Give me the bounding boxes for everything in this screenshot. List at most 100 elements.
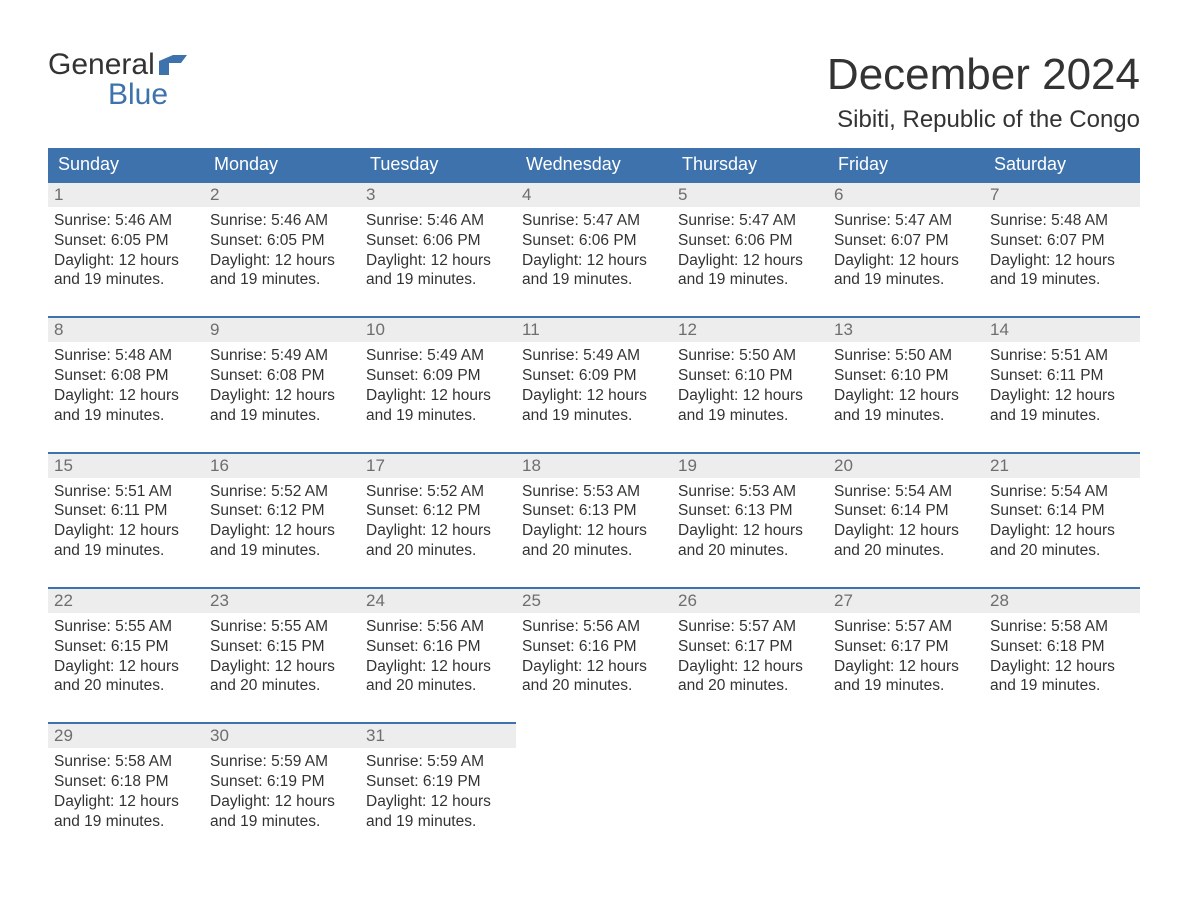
day-details: Sunrise: 5:50 AMSunset: 6:10 PMDaylight:… [828, 342, 984, 451]
weekday-header: Friday [828, 148, 984, 182]
day-number: 17 [360, 454, 516, 478]
day-number: 26 [672, 589, 828, 613]
day-number: 29 [48, 724, 204, 748]
title-block: December 2024 Sibiti, Republic of the Co… [827, 50, 1140, 134]
weekday-header: Monday [204, 148, 360, 182]
weekday-header: Tuesday [360, 148, 516, 182]
day-number: 22 [48, 589, 204, 613]
day-details: Sunrise: 5:56 AMSunset: 6:16 PMDaylight:… [516, 613, 672, 722]
day-details: Sunrise: 5:58 AMSunset: 6:18 PMDaylight:… [48, 748, 204, 857]
day-details: Sunrise: 5:47 AMSunset: 6:06 PMDaylight:… [672, 207, 828, 316]
day-number: 2 [204, 183, 360, 207]
page-subtitle: Sibiti, Republic of the Congo [827, 106, 1140, 134]
calendar-day-cell: 23Sunrise: 5:55 AMSunset: 6:15 PMDayligh… [204, 588, 360, 723]
day-number: 15 [48, 454, 204, 478]
day-number: 18 [516, 454, 672, 478]
day-number: 7 [984, 183, 1140, 207]
day-details: Sunrise: 5:59 AMSunset: 6:19 PMDaylight:… [360, 748, 516, 857]
calendar-day-cell: 6Sunrise: 5:47 AMSunset: 6:07 PMDaylight… [828, 182, 984, 317]
weekday-header: Saturday [984, 148, 1140, 182]
day-number: 19 [672, 454, 828, 478]
calendar-week-row: 8Sunrise: 5:48 AMSunset: 6:08 PMDaylight… [48, 317, 1140, 452]
calendar-week-row: 1Sunrise: 5:46 AMSunset: 6:05 PMDaylight… [48, 182, 1140, 317]
calendar-day-cell: 5Sunrise: 5:47 AMSunset: 6:06 PMDaylight… [672, 182, 828, 317]
day-details: Sunrise: 5:51 AMSunset: 6:11 PMDaylight:… [48, 478, 204, 587]
calendar-day-cell: 12Sunrise: 5:50 AMSunset: 6:10 PMDayligh… [672, 317, 828, 452]
day-details: Sunrise: 5:48 AMSunset: 6:07 PMDaylight:… [984, 207, 1140, 316]
calendar-day-cell: 9Sunrise: 5:49 AMSunset: 6:08 PMDaylight… [204, 317, 360, 452]
calendar-day-cell: 1Sunrise: 5:46 AMSunset: 6:05 PMDaylight… [48, 182, 204, 317]
calendar-day-cell: 10Sunrise: 5:49 AMSunset: 6:09 PMDayligh… [360, 317, 516, 452]
calendar-week-row: 15Sunrise: 5:51 AMSunset: 6:11 PMDayligh… [48, 453, 1140, 588]
day-number: 6 [828, 183, 984, 207]
day-details: Sunrise: 5:58 AMSunset: 6:18 PMDaylight:… [984, 613, 1140, 722]
day-number: 13 [828, 318, 984, 342]
day-number: 24 [360, 589, 516, 613]
calendar-day-cell: 20Sunrise: 5:54 AMSunset: 6:14 PMDayligh… [828, 453, 984, 588]
calendar-week-row: 22Sunrise: 5:55 AMSunset: 6:15 PMDayligh… [48, 588, 1140, 723]
calendar-day-cell: 4Sunrise: 5:47 AMSunset: 6:06 PMDaylight… [516, 182, 672, 317]
day-number: 12 [672, 318, 828, 342]
calendar-day-cell: 28Sunrise: 5:58 AMSunset: 6:18 PMDayligh… [984, 588, 1140, 723]
logo: General Blue [48, 50, 187, 110]
day-details: Sunrise: 5:47 AMSunset: 6:06 PMDaylight:… [516, 207, 672, 316]
calendar-day-cell: 13Sunrise: 5:50 AMSunset: 6:10 PMDayligh… [828, 317, 984, 452]
day-number: 28 [984, 589, 1140, 613]
logo-flag-icon [159, 55, 187, 75]
calendar-day-cell: 8Sunrise: 5:48 AMSunset: 6:08 PMDaylight… [48, 317, 204, 452]
day-details: Sunrise: 5:46 AMSunset: 6:05 PMDaylight:… [48, 207, 204, 316]
day-details: Sunrise: 5:49 AMSunset: 6:08 PMDaylight:… [204, 342, 360, 451]
day-number: 27 [828, 589, 984, 613]
day-details: Sunrise: 5:53 AMSunset: 6:13 PMDaylight:… [516, 478, 672, 587]
day-details: Sunrise: 5:54 AMSunset: 6:14 PMDaylight:… [984, 478, 1140, 587]
day-number: 21 [984, 454, 1140, 478]
calendar-day-cell: 15Sunrise: 5:51 AMSunset: 6:11 PMDayligh… [48, 453, 204, 588]
day-number: 4 [516, 183, 672, 207]
day-number: 25 [516, 589, 672, 613]
day-number: 31 [360, 724, 516, 748]
calendar-day-cell: 14Sunrise: 5:51 AMSunset: 6:11 PMDayligh… [984, 317, 1140, 452]
day-number: 30 [204, 724, 360, 748]
day-details: Sunrise: 5:57 AMSunset: 6:17 PMDaylight:… [828, 613, 984, 722]
day-details: Sunrise: 5:55 AMSunset: 6:15 PMDaylight:… [204, 613, 360, 722]
calendar-day-cell [984, 723, 1140, 857]
day-number: 1 [48, 183, 204, 207]
page-title: December 2024 [827, 50, 1140, 100]
day-number: 8 [48, 318, 204, 342]
calendar-day-cell: 19Sunrise: 5:53 AMSunset: 6:13 PMDayligh… [672, 453, 828, 588]
day-details: Sunrise: 5:59 AMSunset: 6:19 PMDaylight:… [204, 748, 360, 857]
day-details: Sunrise: 5:52 AMSunset: 6:12 PMDaylight:… [204, 478, 360, 587]
day-details: Sunrise: 5:49 AMSunset: 6:09 PMDaylight:… [360, 342, 516, 451]
weekday-header: Sunday [48, 148, 204, 182]
day-number: 14 [984, 318, 1140, 342]
day-number: 11 [516, 318, 672, 342]
day-details: Sunrise: 5:50 AMSunset: 6:10 PMDaylight:… [672, 342, 828, 451]
day-number: 20 [828, 454, 984, 478]
day-details: Sunrise: 5:49 AMSunset: 6:09 PMDaylight:… [516, 342, 672, 451]
calendar-day-cell: 21Sunrise: 5:54 AMSunset: 6:14 PMDayligh… [984, 453, 1140, 588]
calendar-day-cell: 30Sunrise: 5:59 AMSunset: 6:19 PMDayligh… [204, 723, 360, 857]
day-details: Sunrise: 5:57 AMSunset: 6:17 PMDaylight:… [672, 613, 828, 722]
day-details: Sunrise: 5:52 AMSunset: 6:12 PMDaylight:… [360, 478, 516, 587]
calendar-day-cell: 2Sunrise: 5:46 AMSunset: 6:05 PMDaylight… [204, 182, 360, 317]
calendar-day-cell [516, 723, 672, 857]
day-number: 10 [360, 318, 516, 342]
day-details: Sunrise: 5:46 AMSunset: 6:06 PMDaylight:… [360, 207, 516, 316]
day-number: 23 [204, 589, 360, 613]
day-details: Sunrise: 5:46 AMSunset: 6:05 PMDaylight:… [204, 207, 360, 316]
day-number: 16 [204, 454, 360, 478]
day-details: Sunrise: 5:55 AMSunset: 6:15 PMDaylight:… [48, 613, 204, 722]
day-details: Sunrise: 5:51 AMSunset: 6:11 PMDaylight:… [984, 342, 1140, 451]
calendar-day-cell: 27Sunrise: 5:57 AMSunset: 6:17 PMDayligh… [828, 588, 984, 723]
calendar-day-cell: 26Sunrise: 5:57 AMSunset: 6:17 PMDayligh… [672, 588, 828, 723]
calendar-day-cell: 17Sunrise: 5:52 AMSunset: 6:12 PMDayligh… [360, 453, 516, 588]
calendar-day-cell: 18Sunrise: 5:53 AMSunset: 6:13 PMDayligh… [516, 453, 672, 588]
calendar-day-cell [672, 723, 828, 857]
day-details: Sunrise: 5:53 AMSunset: 6:13 PMDaylight:… [672, 478, 828, 587]
calendar-day-cell: 7Sunrise: 5:48 AMSunset: 6:07 PMDaylight… [984, 182, 1140, 317]
calendar-table: Sunday Monday Tuesday Wednesday Thursday… [48, 148, 1140, 858]
day-details: Sunrise: 5:54 AMSunset: 6:14 PMDaylight:… [828, 478, 984, 587]
calendar-day-cell: 11Sunrise: 5:49 AMSunset: 6:09 PMDayligh… [516, 317, 672, 452]
day-details: Sunrise: 5:56 AMSunset: 6:16 PMDaylight:… [360, 613, 516, 722]
logo-word1: General [48, 50, 155, 80]
